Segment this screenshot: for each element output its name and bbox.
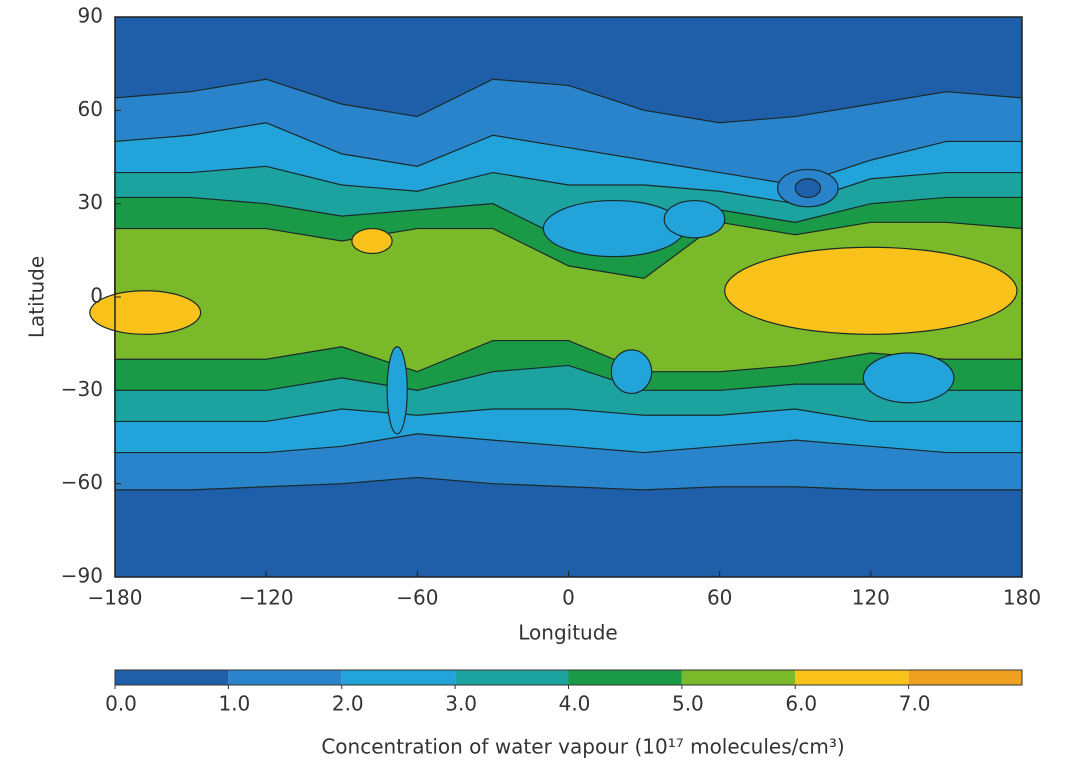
y-tick-label: 30 (78, 190, 103, 214)
x-tick-label: −180 (88, 586, 143, 610)
colorbar-segment (681, 670, 796, 685)
colorbar-segment (228, 670, 342, 685)
y-axis-label: Latitude (25, 256, 49, 338)
colorbar-tick-label: 5.0 (672, 692, 704, 716)
colorbar-segment (795, 670, 909, 685)
contour-band (663, 199, 726, 239)
x-tick-label: 60 (707, 586, 732, 610)
x-tick-label: 0 (562, 586, 575, 610)
contour-band (542, 199, 685, 258)
y-tick-label: 90 (78, 4, 103, 28)
map (89, 17, 1023, 577)
contour-band (386, 346, 408, 435)
colorbar-segment (341, 670, 456, 685)
colorbar-segment (908, 670, 1022, 685)
x-axis-label: Longitude (518, 621, 617, 645)
x-tick-label: −60 (396, 586, 438, 610)
colorbar-label: Concentration of water vapour (10¹⁷ mole… (321, 735, 844, 759)
colorbar-segment (455, 670, 569, 685)
y-tick-label: 60 (78, 97, 103, 121)
contour-band (610, 349, 653, 395)
x-tick-label: 180 (1003, 586, 1041, 610)
x-tick-label: 120 (852, 586, 890, 610)
colorbar-segment (568, 670, 682, 685)
y-tick-label: −30 (61, 377, 103, 401)
contour-band (794, 178, 822, 199)
colorbar-tick-label: 7.0 (899, 692, 931, 716)
colorbar-segment (115, 670, 229, 685)
colorbar-tick-label: 4.0 (559, 692, 591, 716)
colorbar-tick-label: 0.0 (105, 692, 137, 716)
colorbar-tick-label: 3.0 (445, 692, 477, 716)
x-tick-label: −120 (239, 586, 294, 610)
contour-band (351, 227, 393, 255)
colorbar-tick-label: 2.0 (332, 692, 364, 716)
y-tick-label: −90 (61, 564, 103, 588)
y-tick-label: 0 (90, 284, 103, 308)
colorbar-tick-label: 1.0 (218, 692, 250, 716)
contour-band (89, 290, 202, 335)
y-tick-label: −60 (61, 470, 103, 494)
contour-band (862, 352, 955, 404)
contour-band (724, 246, 1018, 335)
colorbar-tick-label: 6.0 (785, 692, 817, 716)
